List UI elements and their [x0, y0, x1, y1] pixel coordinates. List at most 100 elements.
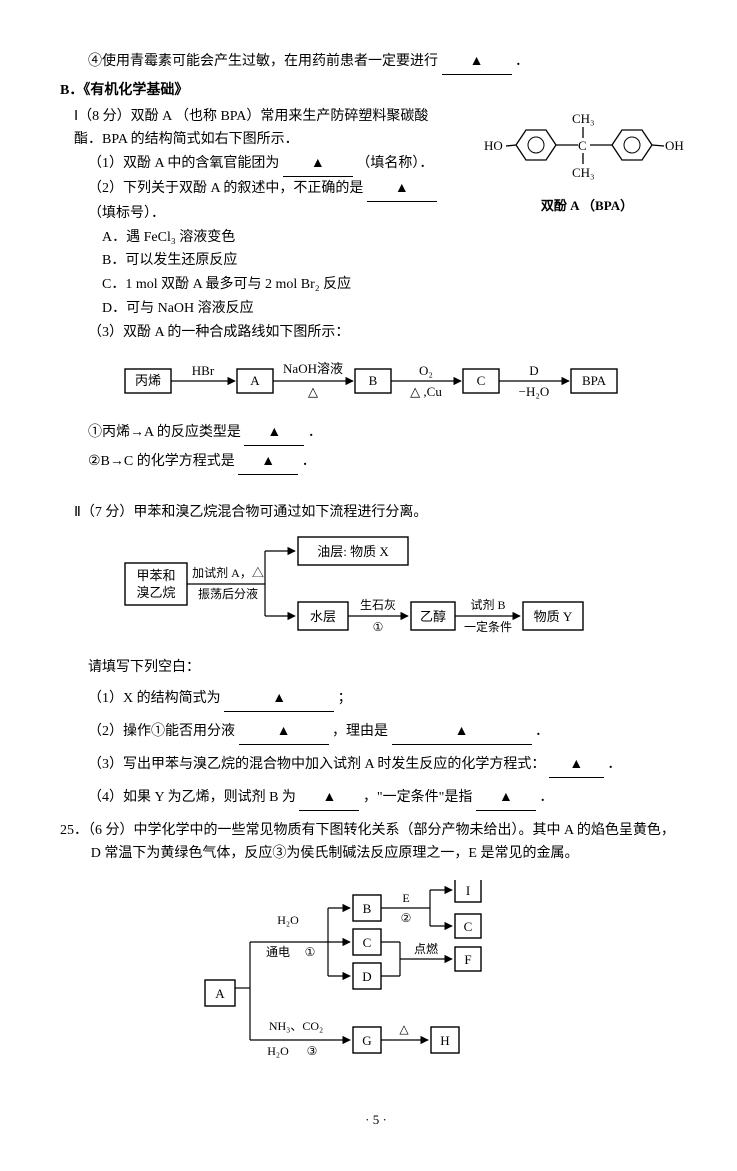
text: （2）下列关于双酚 A 的叙述中，不正确的是 — [88, 181, 363, 196]
text: ，理由是 — [332, 724, 388, 739]
text: （1）双酚 A 中的含氧官能团为 — [88, 156, 279, 171]
svg-text:水层: 水层 — [310, 609, 336, 624]
part-ii-intro: Ⅱ（7 分）甲苯和溴乙烷混合物可通过如下流程进行分离。 — [74, 501, 692, 525]
text: ． — [535, 724, 549, 739]
flowchart-1: 丙烯 A B C BPA HBr NaOH溶液 △ O₂ △ ,Cu D −H₂… — [120, 351, 692, 416]
line-allergy: ④使用青霉素可能会产生过敏，在用药前患者一定要进行 ▲ ． — [88, 50, 692, 75]
svg-text:E: E — [402, 891, 409, 905]
text: （3）写出甲苯与溴乙烷的混合物中加入试剂 A 时发生反应的化学方程式： — [88, 757, 545, 772]
ii-q2: （2）操作①能否用分液 ▲ ，理由是 ▲ ． — [88, 720, 692, 745]
svg-text:D: D — [362, 969, 371, 984]
ii-q1: （1）X 的结构简式为 ▲ ； — [88, 687, 692, 712]
blank[interactable]: ▲ — [239, 720, 329, 745]
section-b-header: B．《有机化学基础》 — [60, 79, 692, 103]
svg-text:②: ② — [401, 911, 412, 925]
opt-d: D．可与 NaOH 溶液反应 — [102, 297, 692, 321]
flowchart-3: A H₂O 通电 ① B C D E ② I C — [200, 880, 692, 1089]
svg-text:甲苯和: 甲苯和 — [136, 568, 175, 583]
text: （填名称）． — [356, 156, 433, 171]
svg-text:一定条件: 一定条件 — [464, 619, 512, 634]
blank[interactable]: ▲ — [549, 753, 604, 778]
text: ． — [539, 790, 553, 805]
label-c: C — [578, 138, 587, 153]
blank[interactable]: ▲ — [244, 421, 304, 446]
svg-text:油层: 物质 X: 油层: 物质 X — [317, 544, 389, 559]
svg-text:加试剂 A，△: 加试剂 A，△ — [192, 565, 264, 580]
text: （填标号）． — [88, 206, 165, 221]
blank[interactable]: ▲ — [442, 50, 512, 75]
ii-fill: 请填写下列空白： — [88, 656, 692, 680]
svg-text:①: ① — [373, 620, 384, 634]
svg-text:丙烯: 丙烯 — [135, 373, 161, 388]
svg-text:试剂 B: 试剂 B — [470, 597, 505, 612]
marker: ▲ — [470, 50, 484, 74]
blank[interactable]: ▲ — [238, 450, 298, 475]
page-number: · 5 · — [60, 1109, 692, 1131]
svg-text:H: H — [440, 1033, 449, 1048]
svg-text:通电: 通电 — [266, 945, 290, 959]
text: ，"一定条件"是指 — [363, 790, 472, 805]
text: ． — [302, 454, 316, 469]
opt-c: C．1 mol 双酚 A 最多可与 2 mol Br₂ 反应 — [102, 273, 692, 297]
svg-text:①: ① — [305, 945, 316, 959]
svg-text:NaOH溶液: NaOH溶液 — [283, 361, 343, 376]
svg-text:F: F — [464, 952, 471, 967]
i-q3-1: ①丙烯→A 的反应类型是 ▲ ． — [88, 421, 692, 446]
blank[interactable]: ▲ — [299, 786, 359, 811]
text: （4）如果 Y 为乙烯，则试剂 B 为 — [88, 790, 296, 805]
svg-text:H₂O: H₂O — [267, 1044, 289, 1058]
text: （2）操作①能否用分液 — [88, 724, 235, 739]
text: ②B→C 的化学方程式是 — [88, 454, 235, 469]
blank[interactable]: ▲ — [283, 152, 353, 177]
svg-text:C: C — [363, 935, 372, 950]
blank[interactable]: ▲ — [367, 177, 437, 202]
svg-text:H₂O: H₂O — [277, 913, 299, 927]
svg-text:△ ,Cu: △ ,Cu — [410, 384, 442, 399]
bpa-structure-svg: HO C CH₃ CH₃ OH — [482, 105, 692, 185]
svg-text:B: B — [363, 901, 372, 916]
svg-text:③: ③ — [307, 1044, 318, 1058]
text: ． — [515, 54, 529, 69]
text: ． — [607, 757, 621, 772]
svg-text:A: A — [215, 986, 225, 1001]
svg-text:溴乙烷: 溴乙烷 — [136, 585, 175, 600]
i-q3: （3）双酚 A 的一种合成路线如下图所示： — [88, 321, 692, 345]
blank[interactable]: ▲ — [224, 687, 334, 712]
svg-text:D: D — [529, 363, 538, 378]
text: （1）X 的结构简式为 — [88, 691, 221, 706]
blank[interactable]: ▲ — [476, 786, 536, 811]
text: ④使用青霉素可能会产生过敏，在用药前患者一定要进行 — [88, 54, 438, 69]
svg-text:I: I — [466, 883, 470, 898]
bpa-caption: 双酚 A （BPA） — [482, 195, 692, 217]
svg-text:C: C — [477, 373, 486, 388]
svg-text:NH₃、CO₂: NH₃、CO₂ — [269, 1019, 323, 1033]
flowchart-2: 甲苯和 溴乙烷 加试剂 A，△ 振荡后分液 油层: 物质 X 水层 生石灰 ① … — [120, 531, 692, 650]
q25-line1: 25．（6 分）中学化学中的一些常见物质有下图转化关系（部分产物未给出）。其中 … — [60, 819, 692, 843]
svg-text:△: △ — [399, 1022, 409, 1036]
q25-line2: D 常温下为黄绿色气体，反应③为侯氏制碱法反应原理之一，E 是常见的金属。 — [91, 842, 692, 866]
svg-text:物质 Y: 物质 Y — [534, 609, 573, 624]
label-ch3-bot: CH₃ — [572, 165, 595, 180]
svg-text:−H₂O: −H₂O — [519, 384, 550, 399]
svg-text:HBr: HBr — [192, 363, 215, 378]
ii-q4: （4）如果 Y 为乙烯，则试剂 B 为 ▲ ，"一定条件"是指 ▲ ． — [88, 786, 692, 811]
svg-text:A: A — [250, 373, 260, 388]
svg-text:O₂: O₂ — [419, 363, 433, 378]
opt-b: B．可以发生还原反应 — [102, 249, 692, 273]
blank[interactable]: ▲ — [392, 720, 532, 745]
svg-text:△: △ — [308, 384, 318, 399]
opt-a: A．遇 FeCl₃ 溶液变色 — [102, 226, 692, 250]
svg-text:B: B — [369, 373, 378, 388]
text: ； — [338, 691, 352, 706]
ii-q3: （3）写出甲苯与溴乙烷的混合物中加入试剂 A 时发生反应的化学方程式： ▲ ． — [88, 753, 692, 778]
label-ho: HO — [484, 138, 503, 153]
i-q3-2: ②B→C 的化学方程式是 ▲ ． — [88, 450, 692, 475]
bpa-figure: HO C CH₃ CH₃ OH 双酚 A （BPA） — [482, 105, 692, 218]
text: ①丙烯→A 的反应类型是 — [88, 425, 241, 440]
label-ch3-top: CH₃ — [572, 111, 595, 126]
svg-text:BPA: BPA — [582, 373, 607, 388]
svg-text:振荡后分液: 振荡后分液 — [198, 586, 258, 601]
svg-text:乙醇: 乙醇 — [420, 609, 446, 624]
label-oh: OH — [665, 138, 684, 153]
svg-text:G: G — [362, 1033, 371, 1048]
